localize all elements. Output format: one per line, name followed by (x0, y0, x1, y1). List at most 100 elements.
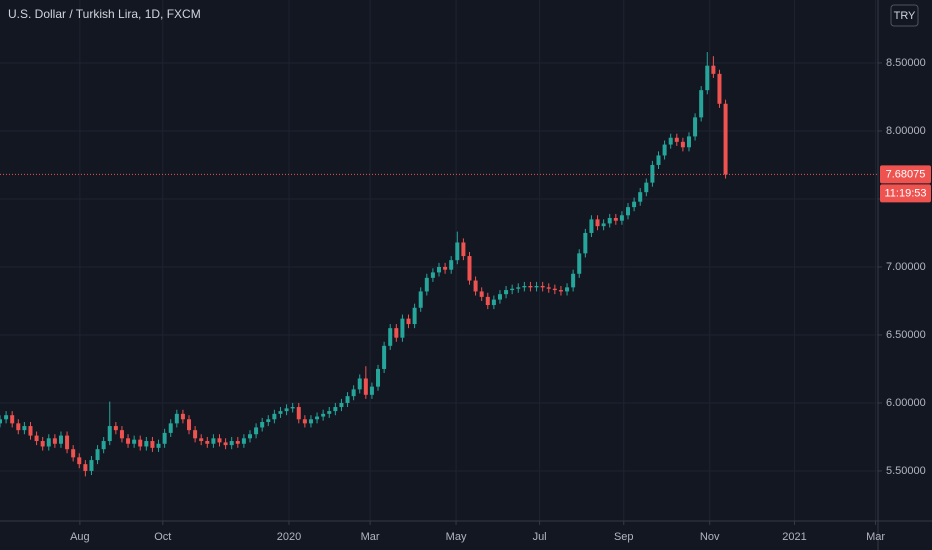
candle-body (424, 277, 429, 292)
candle-body (540, 285, 545, 288)
candle-body (71, 449, 76, 458)
candle-body (607, 218, 612, 224)
candle-body (461, 242, 466, 257)
candle-body (333, 407, 338, 412)
countdown-badge (880, 184, 931, 203)
y-tick-label: 6.00000 (886, 397, 926, 409)
candle-body (400, 318, 405, 338)
candle-body (558, 290, 563, 292)
candle-body (229, 441, 234, 446)
candle-body (650, 164, 655, 183)
candle-body (437, 266, 441, 273)
candle-body (571, 273, 576, 288)
candle-body (77, 457, 82, 465)
candle-body (528, 285, 533, 288)
candle-body (46, 438, 51, 447)
candle-body (668, 137, 673, 145)
candle-body (497, 294, 502, 300)
candle-body (577, 253, 582, 274)
candle-body (345, 396, 350, 403)
candle-body (223, 442, 228, 446)
candle-body (52, 438, 57, 444)
candle-body (254, 427, 259, 435)
candle-body (473, 280, 478, 292)
candle-body (260, 421, 265, 428)
candle-body (187, 419, 192, 431)
candle-body (699, 90, 704, 118)
candle-body (16, 423, 21, 431)
candle-body (467, 256, 472, 281)
candle-body (126, 438, 131, 444)
y-tick-label: 8.50000 (886, 57, 926, 69)
candle-body (626, 207, 631, 216)
candle-body (406, 318, 411, 325)
candle-body (34, 435, 39, 442)
currency-button[interactable] (890, 4, 919, 27)
candle-body (656, 155, 661, 165)
candle-body (522, 285, 527, 288)
x-tick-label: 2020 (277, 531, 301, 543)
candle-body (138, 439, 143, 447)
y-tick-label: 6.50000 (886, 329, 926, 341)
candle-body (357, 378, 362, 390)
candle-body (278, 411, 283, 414)
candle-body (174, 413, 179, 424)
candle-body (302, 419, 307, 424)
candle-body (22, 426, 27, 431)
candle-body (180, 413, 185, 420)
candle-body (363, 378, 368, 395)
candle-body (589, 219, 594, 233)
candle-body (89, 460, 94, 471)
currency-label[interactable]: TRY (894, 10, 916, 22)
candle-body (552, 288, 557, 291)
candle-body (119, 430, 124, 439)
candle-body (711, 65, 716, 74)
candle-body (485, 296, 490, 306)
x-tick-label: Nov (700, 531, 720, 543)
axis-labels: 5.500006.000006.500007.000007.500008.000… (70, 57, 931, 543)
candle-body (272, 413, 277, 420)
candle-body (113, 426, 118, 431)
countdown-label: 11:19:53 (884, 187, 926, 199)
candle-body (95, 449, 100, 461)
y-tick-label: 8.00000 (886, 125, 926, 137)
last-price-badge (880, 165, 931, 184)
candle-body (644, 182, 649, 193)
candle-body (132, 439, 137, 444)
candle-body (58, 435, 63, 444)
candle-body (199, 438, 204, 442)
candle-body (479, 291, 484, 297)
y-tick-label: 7.00000 (886, 261, 926, 273)
candle-body (315, 416, 320, 420)
candle-body (284, 408, 289, 412)
candle-body (613, 218, 618, 221)
chart-title: U.S. Dollar / Turkish Lira, 1D, FXCM (8, 7, 201, 21)
candle-body (632, 201, 637, 208)
y-tick-label: 5.50000 (886, 465, 926, 477)
candle-body (101, 441, 106, 450)
candle-body (382, 345, 387, 369)
candle-body (686, 136, 691, 148)
candle-body (150, 441, 155, 448)
candle-body (601, 223, 606, 227)
candle-body (455, 242, 460, 261)
candle-body (388, 328, 393, 346)
candle-body (0, 419, 2, 424)
candle-body (235, 441, 240, 444)
candle-body (705, 65, 710, 91)
candle-body (296, 407, 301, 420)
candles (0, 52, 878, 477)
candle-body (28, 426, 33, 436)
candle-body (65, 435, 70, 450)
candle-body (449, 260, 454, 270)
candle-body (510, 288, 515, 291)
candle-body (394, 328, 399, 338)
candle-body (717, 73, 722, 104)
candle-body (638, 192, 643, 202)
candle-body (107, 426, 112, 442)
candle-body (443, 266, 448, 270)
candle-body (241, 438, 246, 444)
candle-body (168, 423, 173, 433)
